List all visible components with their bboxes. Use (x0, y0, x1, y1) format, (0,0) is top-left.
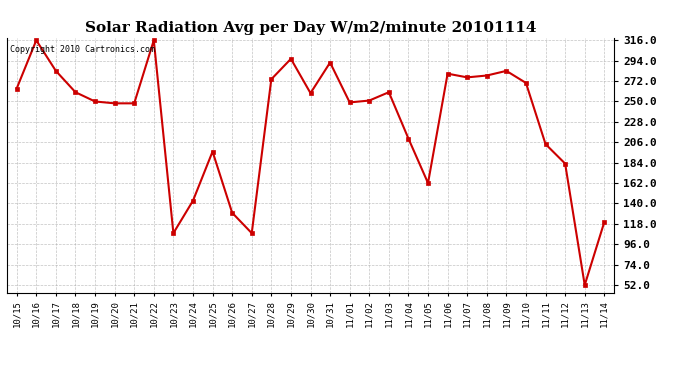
Title: Solar Radiation Avg per Day W/m2/minute 20101114: Solar Radiation Avg per Day W/m2/minute … (85, 21, 536, 35)
Text: Copyright 2010 Cartronics.com: Copyright 2010 Cartronics.com (10, 45, 155, 54)
